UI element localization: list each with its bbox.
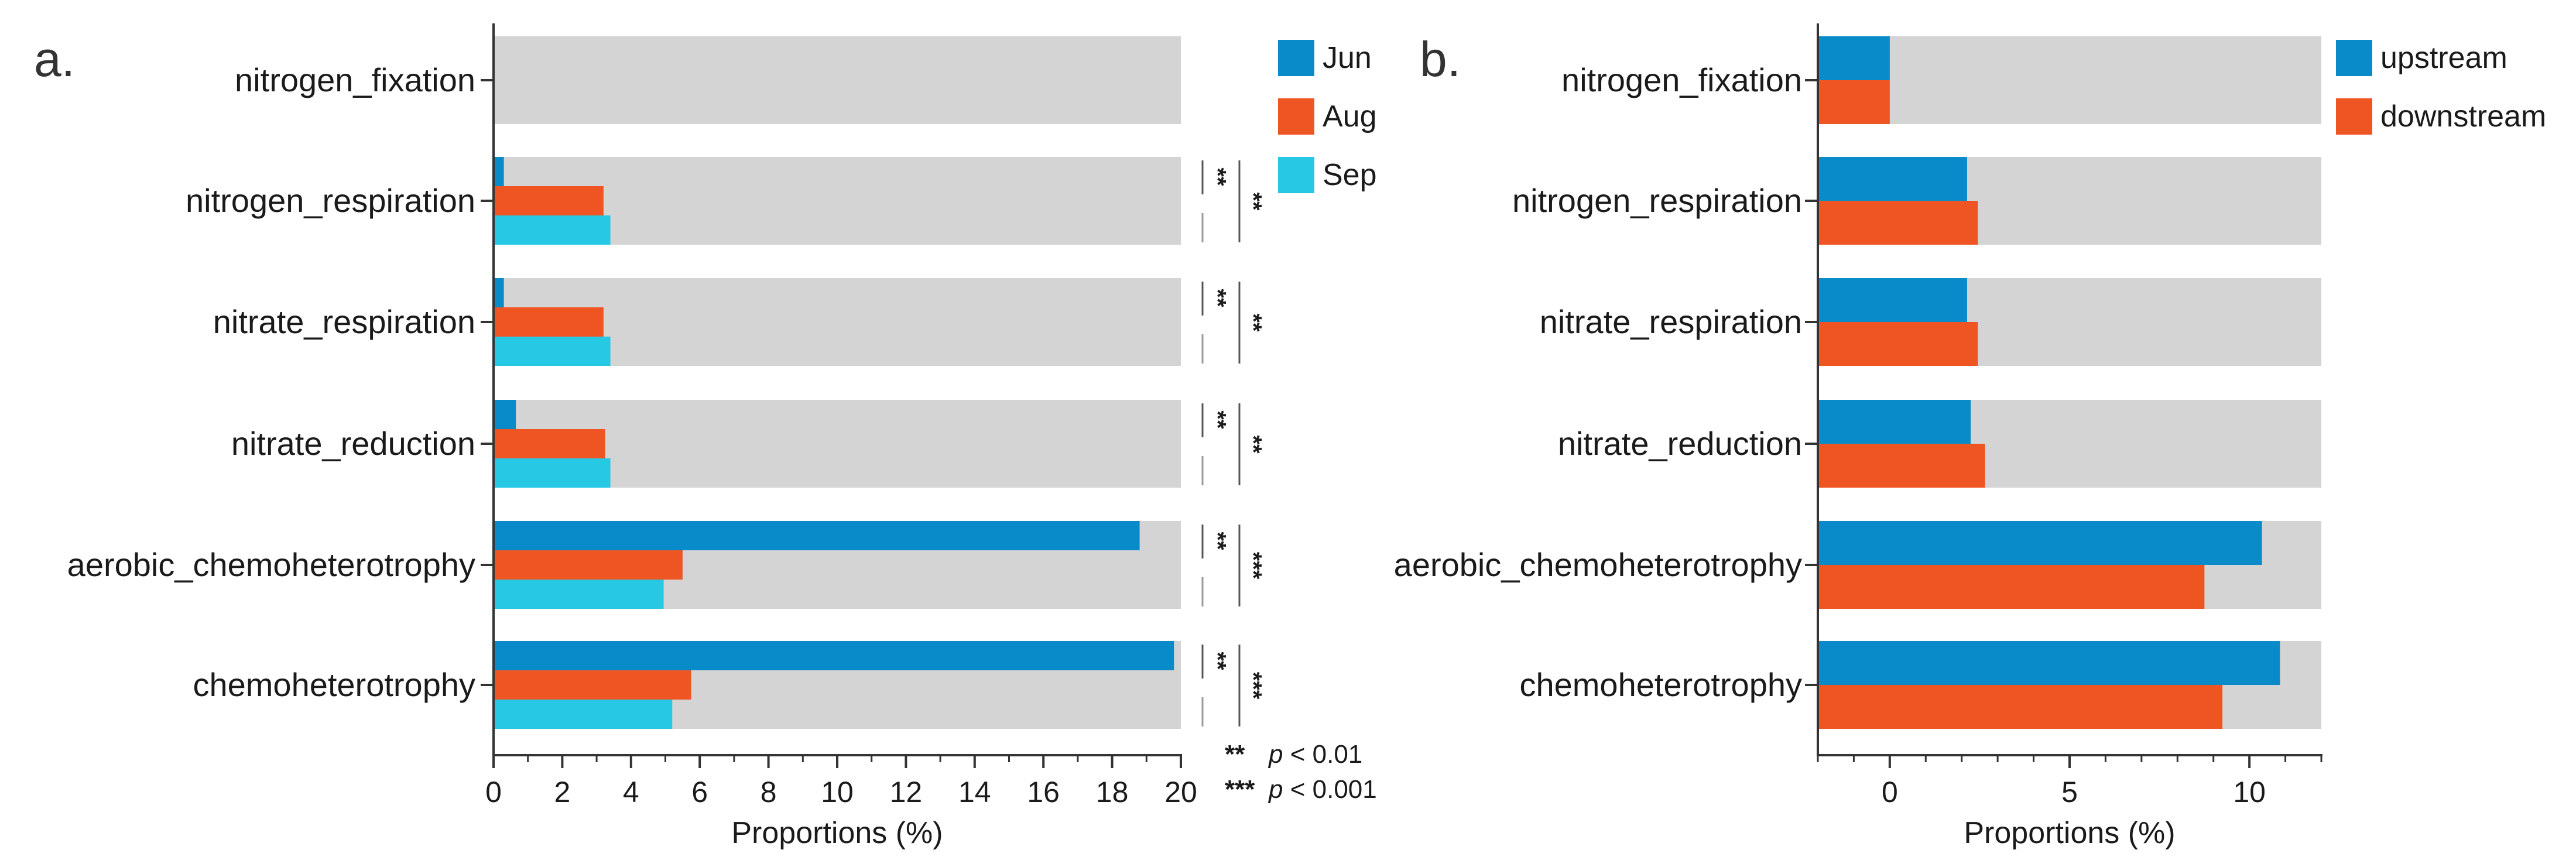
legend-swatch-downstream [2336, 98, 2372, 135]
legend-label-upstream: upstream [2380, 41, 2508, 75]
legend-swatch-upstream [2336, 40, 2372, 76]
background-bar-nitrogen_fixation [1818, 36, 2321, 124]
x-tick-label: 10 [821, 776, 854, 808]
category-label-nitrate_respiration: nitrate_respiration [1540, 303, 1802, 340]
legend-label-jun: Jun [1323, 41, 1372, 75]
bar-jun-chemoheterotrophy [494, 641, 1174, 670]
significance-stars: *** [1240, 672, 1266, 700]
x-tick-label: 16 [1027, 776, 1060, 808]
bar-upstream-nitrogen_respiration [1818, 157, 1967, 201]
category-label-aerobic_chemoheterotrophy: aerobic_chemoheterotrophy [1394, 546, 1802, 583]
bar-downstream-chemoheterotrophy [1818, 685, 2223, 729]
bar-sep-nitrate_respiration [494, 337, 611, 366]
legend-label-sep: Sep [1323, 158, 1377, 192]
panel-label: a. [34, 32, 75, 87]
significance-stars: ** [1204, 532, 1230, 550]
category-label-nitrogen_fixation: nitrogen_fixation [1561, 61, 1802, 98]
x-tick-label: 4 [623, 776, 639, 808]
bar-upstream-aerobic_chemoheterotrophy [1818, 521, 2262, 565]
significance-legend-stars: ** [1225, 740, 1245, 769]
panel-a: a. nitrogen_fixation nitrogen_respirationn… [34, 23, 1377, 850]
significance-stars: *** [1240, 552, 1266, 580]
significance-stars: ** [1204, 410, 1230, 429]
x-tick-label: 10 [2233, 776, 2266, 808]
legend-swatch-aug [1278, 98, 1314, 135]
x-tick-label: 6 [691, 776, 708, 808]
bar-sep-aerobic_chemoheterotrophy [494, 580, 664, 609]
category-label-aerobic_chemoheterotrophy: aerobic_chemoheterotrophy [67, 546, 475, 583]
x-axis-title: Proportions (%) [731, 816, 943, 850]
p-symbol: p [1268, 740, 1283, 769]
significance-legend-stars: *** [1225, 775, 1255, 804]
category-label-nitrate_reduction: nitrate_reduction [231, 425, 475, 462]
significance-stars: ** [1204, 167, 1230, 186]
bar-jun-aerobic_chemoheterotrophy [494, 521, 1140, 550]
x-tick-label: 0 [1882, 776, 1898, 808]
x-tick-label: 2 [554, 776, 570, 808]
category-label-chemoheterotrophy: chemoheterotrophy [1519, 666, 1802, 703]
bar-upstream-nitrogen_fixation [1818, 36, 1890, 80]
x-tick-label: 5 [2061, 776, 2078, 808]
x-tick-label: 0 [485, 776, 502, 808]
x-tick-label: 20 [1164, 776, 1197, 808]
category-label-nitrogen_fixation: nitrogen_fixation [235, 61, 475, 98]
bar-downstream-nitrate_reduction [1818, 444, 1985, 488]
panel-label: b. [1420, 32, 1461, 87]
bar-upstream-chemoheterotrophy [1818, 641, 2280, 685]
p-threshold: < 0.01 [1283, 740, 1362, 769]
bar-aug-nitrate_reduction [494, 429, 605, 458]
bar-aug-nitrate_respiration [494, 307, 604, 337]
x-tick-label: 12 [890, 776, 923, 808]
legend-swatch-sep [1278, 157, 1314, 193]
p-threshold: < 0.001 [1283, 775, 1376, 804]
category-label-nitrate_respiration: nitrate_respiration [213, 303, 475, 340]
legend-swatch-jun [1278, 40, 1314, 76]
category-label-nitrate_reduction: nitrate_reduction [1558, 425, 1802, 462]
bar-jun-nitrogen_respiration [494, 157, 504, 186]
bar-upstream-nitrate_reduction [1818, 400, 1971, 444]
significance-legend-text: p < 0.01 [1268, 740, 1362, 769]
bar-sep-nitrogen_respiration [494, 215, 611, 245]
bar-downstream-aerobic_chemoheterotrophy [1818, 565, 2205, 609]
bar-aug-nitrogen_respiration [494, 186, 604, 215]
significance-stars: ** [1204, 289, 1230, 307]
x-axis-title: Proportions (%) [1964, 816, 2175, 850]
legend-label-downstream: downstream [2380, 100, 2546, 133]
bar-aug-chemoheterotrophy [494, 670, 691, 700]
bar-jun-nitrate_reduction [494, 400, 516, 429]
x-tick-label: 18 [1096, 776, 1129, 808]
bar-jun-nitrate_respiration [494, 278, 504, 307]
category-label-chemoheterotrophy: chemoheterotrophy [193, 666, 475, 703]
bar-upstream-nitrate_respiration [1818, 278, 1967, 322]
bar-downstream-nitrogen_respiration [1818, 201, 1978, 245]
p-symbol: p [1268, 775, 1283, 804]
x-tick-label: 14 [958, 776, 991, 808]
significance-stars: ** [1240, 435, 1266, 454]
category-label-nitrogen_respiration: nitrogen_respiration [186, 182, 475, 219]
bar-aug-aerobic_chemoheterotrophy [494, 550, 683, 580]
x-tick-label: 8 [761, 776, 777, 808]
bar-sep-nitrate_reduction [494, 458, 611, 488]
significance-legend-text: p < 0.001 [1268, 775, 1377, 804]
significance-stars: ** [1204, 652, 1230, 670]
background-bar-nitrogen_fixation [494, 36, 1181, 124]
bar-downstream-nitrate_respiration [1818, 322, 1978, 366]
category-label-nitrogen_respiration: nitrogen_respiration [1512, 182, 1802, 219]
significance-stars: ** [1240, 313, 1266, 332]
significance-stars: ** [1240, 192, 1266, 211]
legend-label-aug: Aug [1323, 100, 1377, 133]
bar-downstream-nitrogen_fixation [1818, 80, 1890, 124]
bar-sep-chemoheterotrophy [494, 700, 673, 729]
panel-b: b. nitrogen_fixation nitrogen_respirationn… [1394, 23, 2546, 850]
